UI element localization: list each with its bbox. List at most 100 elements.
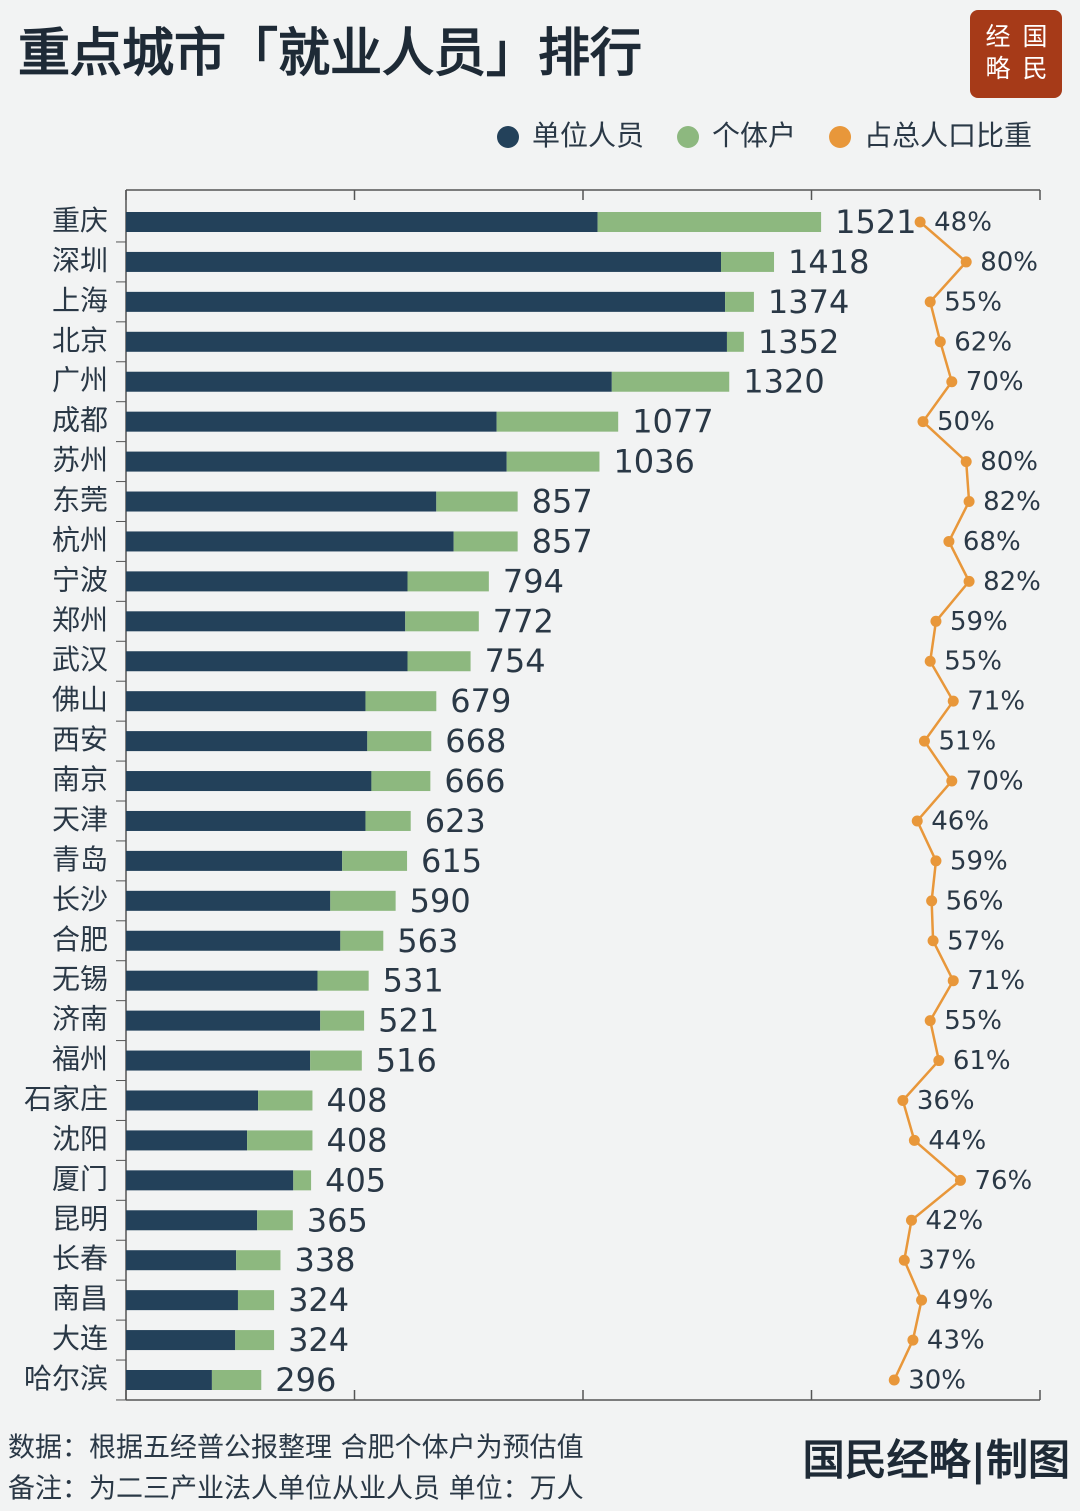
bar-segment (320, 1010, 365, 1031)
value-label: 59% (950, 846, 1008, 876)
bar-segment (126, 970, 318, 991)
y-tick-label: 东莞 (52, 484, 108, 517)
bar-segment (247, 1130, 313, 1151)
footnote: 备注：为二三产业法人单位从业人员 单位：万人 (8, 1474, 584, 1505)
bar-segment (496, 411, 619, 432)
total-label: 408 (326, 1121, 387, 1159)
y-tick-label: 合肥 (52, 923, 108, 956)
bar-segment (126, 1090, 259, 1111)
bar-segment (126, 1170, 294, 1191)
legend-marker (677, 126, 700, 148)
bar-segment (126, 1370, 212, 1390)
value-label: 59% (950, 607, 1008, 637)
bar-segment (126, 930, 341, 951)
point (943, 535, 955, 547)
bar-segment (453, 531, 518, 552)
y-tick-label: 武汉 (52, 643, 108, 676)
point (897, 1094, 909, 1106)
total-label: 365 (307, 1201, 368, 1239)
bar-segment (126, 291, 726, 312)
bar-segment (597, 212, 822, 232)
total-label: 615 (421, 842, 482, 880)
total-label: 857 (532, 522, 593, 560)
value-label: 82% (983, 487, 1041, 517)
bar-segment (126, 1210, 258, 1231)
bar-segment (126, 771, 372, 792)
point (930, 855, 942, 867)
bar-segment (235, 1330, 275, 1351)
y-tick-label: 厦门 (52, 1162, 108, 1195)
point (933, 1055, 945, 1067)
point (954, 1174, 966, 1186)
bar-segment (126, 331, 727, 352)
point (918, 735, 930, 747)
y-tick-label: 宁波 (52, 563, 108, 596)
value-label: 44% (928, 1126, 986, 1156)
point (898, 1254, 910, 1266)
value-label: 51% (938, 727, 996, 757)
logo-char: 经 (985, 22, 1010, 51)
bar-segment (126, 1010, 321, 1031)
total-label: 857 (532, 483, 593, 521)
value-label: 62% (954, 327, 1012, 357)
total-label: 1521 (835, 203, 916, 241)
bar-segment (126, 691, 366, 712)
y-tick-label: 苏州 (52, 444, 108, 477)
logo-char: 略 (985, 54, 1010, 83)
point (946, 376, 958, 388)
bar-segment (126, 571, 408, 592)
total-label: 338 (294, 1241, 355, 1279)
logo-char: 国 (1022, 22, 1047, 51)
bar-segment (126, 451, 507, 472)
total-label: 324 (288, 1281, 349, 1319)
value-label: 71% (967, 966, 1025, 996)
point (905, 1214, 917, 1226)
y-tick-label: 成都 (52, 404, 108, 437)
total-label: 772 (493, 602, 554, 640)
bar-segment (257, 1210, 293, 1231)
bar-segment (126, 810, 366, 831)
y-tick-label: 大连 (52, 1322, 108, 1355)
total-label: 405 (325, 1161, 386, 1199)
total-label: 1374 (768, 283, 849, 321)
y-tick-label: 哈尔滨 (24, 1362, 108, 1395)
value-label: 70% (966, 367, 1024, 397)
bar-segment (293, 1170, 312, 1191)
y-tick-label: 深圳 (52, 244, 108, 277)
value-label: 56% (946, 886, 1004, 916)
y-tick-label: 郑州 (52, 603, 108, 636)
total-label: 668 (445, 722, 506, 760)
value-label: 43% (927, 1326, 985, 1356)
bar-segment (237, 1290, 275, 1311)
point (924, 296, 936, 308)
bar-segment (611, 371, 730, 392)
legend-marker (497, 126, 519, 148)
bar-segment (330, 890, 396, 911)
point (946, 775, 958, 787)
point (934, 336, 946, 348)
bar-segment (126, 1330, 236, 1351)
value-label: 36% (917, 1086, 975, 1116)
value-label: 82% (983, 567, 1041, 597)
bar-segment (725, 291, 754, 312)
line (893, 221, 971, 1381)
y-tick-label: 天津 (52, 803, 108, 836)
y-tick-label: 石家庄 (24, 1082, 108, 1115)
value-label: 61% (953, 1046, 1011, 1076)
bar-segment (126, 1250, 237, 1271)
bar-segment (211, 1370, 262, 1390)
value-label: 68% (963, 527, 1021, 557)
bar-segment (126, 411, 497, 432)
point (911, 815, 923, 827)
total-label: 296 (275, 1361, 336, 1399)
bar-segment (365, 810, 411, 831)
total-label: 408 (326, 1081, 387, 1119)
value-label: 30% (908, 1366, 966, 1396)
bar-segment (407, 651, 471, 672)
point (960, 456, 972, 468)
y-tick-label: 南昌 (52, 1282, 108, 1315)
bar-segment (436, 491, 518, 512)
logo-char: 民 (1022, 54, 1047, 83)
total-label: 754 (485, 642, 546, 680)
y-tick-label: 长春 (52, 1242, 108, 1275)
